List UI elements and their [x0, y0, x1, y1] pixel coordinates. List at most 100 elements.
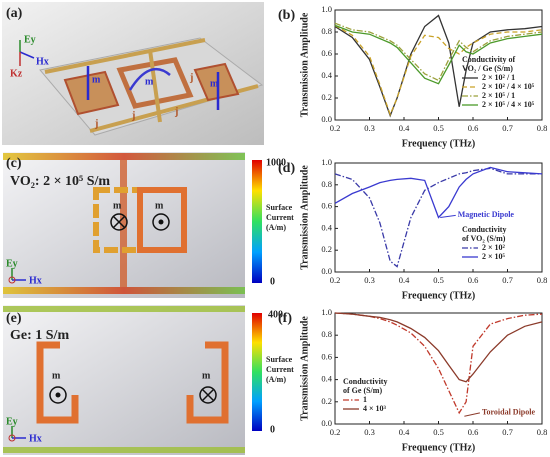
- resonator: [193, 62, 240, 102]
- legend-label: 2 × 10² / 4 × 10⁵: [482, 82, 535, 91]
- resonator: [36, 341, 79, 424]
- series-line: [334, 14, 543, 118]
- into-page: [199, 386, 217, 404]
- moment-label: m: [155, 200, 164, 211]
- y-axis-label: Transmission Amplitude: [299, 165, 310, 270]
- x-tick-label: 0.2: [330, 123, 341, 133]
- y-axis-label: Transmission Amplitude: [299, 316, 310, 421]
- moment-label: m: [52, 370, 61, 381]
- strip: [148, 49, 162, 123]
- x-tick-label: 0.6: [468, 427, 479, 437]
- axis-label: Hx: [36, 56, 49, 67]
- y-tick-label: 0.6: [321, 351, 332, 361]
- y-tick-label: 0.2: [321, 244, 332, 254]
- y-tick-label: 1.0: [321, 4, 332, 14]
- x-axis-label: Frequency (THz): [402, 290, 475, 301]
- x-tick-label: 0.8: [537, 427, 548, 437]
- panel-e: (e) Ge: 1 S/m m m Ey Hx 400 0 Surface Cu…: [3, 305, 294, 455]
- out-of-page: [55, 392, 61, 398]
- axis-label: Ey: [6, 416, 18, 427]
- colorbar-tick: 400: [268, 309, 283, 320]
- legend-label: 2 × 10⁵ / 1: [482, 91, 515, 100]
- strip: [120, 160, 127, 287]
- series-line: [334, 312, 543, 415]
- axis-label: Hx: [29, 433, 42, 444]
- panel-a: (a) Ey Hx Kz m m m j j j j: [2, 2, 264, 145]
- axis-origin: [8, 276, 16, 284]
- moment-label: m: [145, 76, 154, 87]
- x-tick-label: 0.6: [468, 275, 479, 285]
- colorbar-tick: 0: [270, 276, 275, 287]
- legend-title: VO₂ / Ge (S/m): [462, 64, 513, 73]
- annotation: Toroidal Dipole: [482, 408, 536, 417]
- colorbar: [252, 313, 262, 431]
- current-label: j: [94, 118, 98, 129]
- y-tick-label: 0.0: [321, 114, 332, 124]
- current-label: j: [131, 110, 135, 121]
- colorbar-label: Current: [266, 213, 294, 222]
- colorbar-label: Current: [266, 365, 294, 374]
- x-tick-label: 0.7: [502, 275, 513, 285]
- legend-title: Conductivity: [343, 377, 387, 386]
- y-tick-label: 0.0: [321, 266, 332, 276]
- strip: [3, 306, 245, 312]
- axis-origin: [8, 434, 16, 442]
- current-label: j: [174, 106, 178, 117]
- legend-label: 2 × 10² / 1: [482, 73, 515, 82]
- into-page: [112, 215, 126, 229]
- y-tick-label: 0.8: [321, 179, 332, 189]
- y-tick-label: 0.8: [321, 329, 332, 339]
- panel-label: (a): [6, 6, 23, 21]
- moment-label: m: [113, 200, 122, 211]
- y-tick-label: 0.2: [321, 396, 332, 406]
- strip: [3, 153, 245, 160]
- x-axis-label: Frequency (THz): [402, 442, 475, 453]
- legend-label: 4 × 10³: [363, 404, 387, 413]
- annotation: Magnetic Dipole: [458, 210, 515, 219]
- colorbar-label: Surface: [266, 203, 293, 212]
- legend-label: 2 × 10⁵: [482, 252, 506, 261]
- x-tick-label: 0.7: [502, 123, 513, 133]
- resonator: [63, 70, 120, 116]
- moment-label: m: [92, 74, 101, 85]
- panel-label: (c): [6, 156, 22, 171]
- y-tick-label: 0.4: [321, 222, 332, 232]
- x-tick-label: 0.3: [364, 123, 375, 133]
- strip: [3, 287, 245, 294]
- strip: [3, 447, 245, 453]
- annotation-arrow: [464, 412, 481, 417]
- legend-title: Conductivity: [462, 225, 506, 234]
- panel-label: (d): [278, 161, 295, 176]
- x-tick-label: 0.8: [537, 123, 548, 133]
- x-tick-label: 0.4: [399, 275, 410, 285]
- moment-arrow: [128, 67, 171, 91]
- out-of-page: [158, 219, 164, 225]
- y-tick-label: 0.0: [321, 418, 332, 428]
- y-axis-label: Transmission Amplitude: [299, 12, 310, 117]
- colorbar: [252, 160, 262, 283]
- x-tick-label: 0.4: [399, 427, 410, 437]
- legend-title: of VO₂ (S/m): [462, 234, 506, 243]
- annotation-arrow: [440, 214, 456, 218]
- into-page: [110, 213, 128, 231]
- resonator: [186, 341, 229, 424]
- axis-label: Ey: [24, 34, 36, 45]
- y-tick-label: 1.0: [321, 157, 332, 167]
- colorbar-tick: 0: [270, 424, 275, 435]
- series-line: [334, 166, 543, 219]
- x-tick-label: 0.3: [364, 275, 375, 285]
- x-tick-label: 0.5: [433, 275, 444, 285]
- y-tick-label: 0.2: [321, 92, 332, 102]
- x-tick-label: 0.5: [433, 123, 444, 133]
- axis-arrow: [19, 51, 35, 59]
- x-tick-label: 0.2: [330, 275, 341, 285]
- x-tick-label: 0.5: [433, 427, 444, 437]
- colorbar-label: (A/m): [266, 223, 286, 232]
- colorbar-label: Surface: [266, 355, 293, 364]
- x-axis-label: Frequency (THz): [402, 138, 475, 149]
- into-page: [201, 388, 215, 402]
- panel-c: (c) VO₂: 2 × 10⁵ S/m m m Ey Hx 1000 0 Su…: [3, 152, 294, 298]
- series-line: [334, 22, 543, 82]
- panel-label: (e): [6, 311, 22, 326]
- legend-label: 2 × 10²: [482, 243, 506, 252]
